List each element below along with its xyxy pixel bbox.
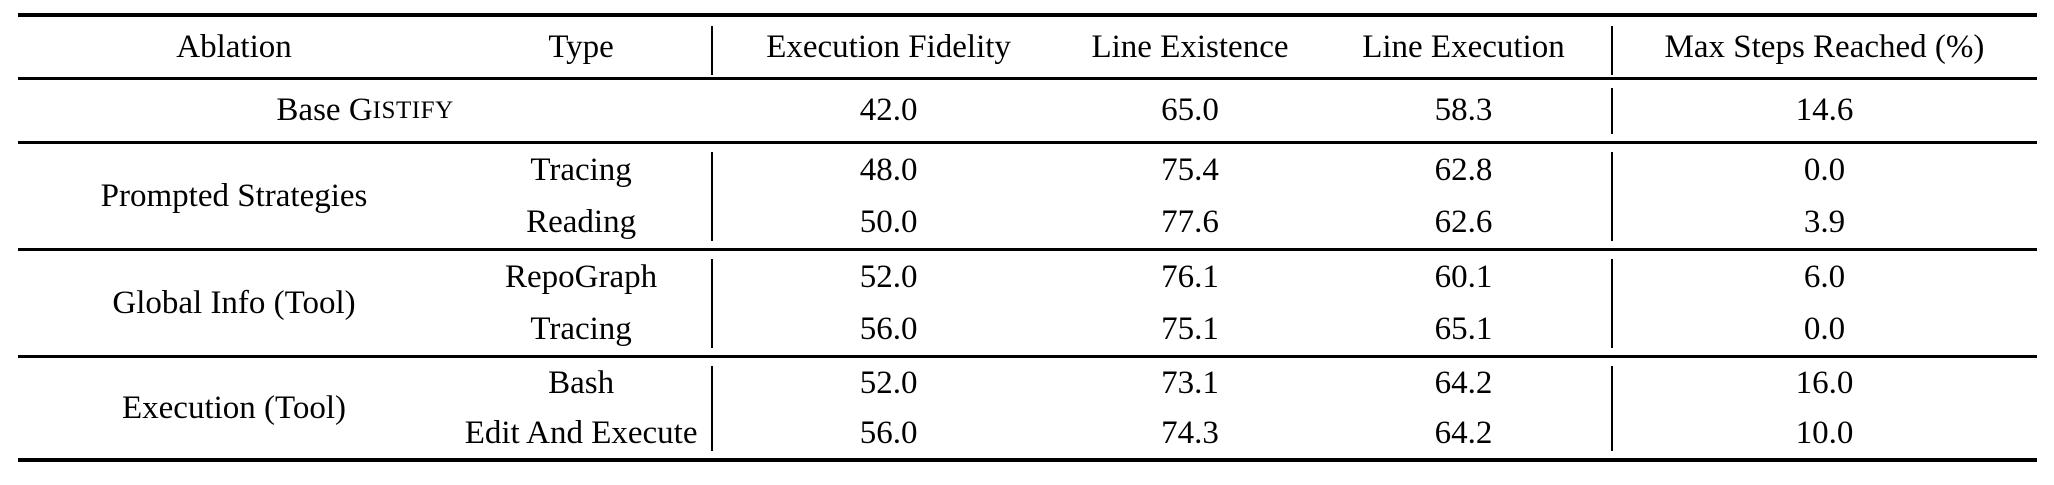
- metric-value: 6.0: [1803, 258, 1846, 295]
- type-cell: Edit And Execute: [464, 414, 698, 451]
- metric-value: 62.8: [1434, 151, 1493, 188]
- header-cell-type: Type: [548, 28, 614, 65]
- ablation-group-label: Prompted Strategies: [100, 177, 368, 214]
- type-cell: Tracing: [530, 310, 632, 347]
- vertical-rule: [1611, 26, 1613, 75]
- metric-value: 60.1: [1434, 258, 1493, 295]
- base-gistify-label: Base G ISTIFY: [18, 94, 712, 127]
- vertical-rule: [711, 152, 714, 241]
- header-cell-max-steps-reached: Max Steps Reached (%): [1664, 28, 1985, 65]
- header-cell-execution-fidelity: Execution Fidelity: [766, 28, 1011, 65]
- metric-value: 52.0: [859, 364, 918, 401]
- header-cell-line-execution: Line Execution: [1362, 28, 1565, 65]
- metric-value: 14.6: [1795, 92, 1854, 128]
- vertical-rule: [1611, 152, 1613, 241]
- ablation-results-table: Ablation Type Execution Fidelity Line Ex…: [18, 13, 2037, 462]
- metric-value: 52.0: [859, 258, 918, 295]
- metric-value: 0.0: [1803, 310, 1846, 347]
- vertical-rule: [711, 366, 714, 451]
- metric-value: 10.0: [1795, 414, 1854, 451]
- base-label-smallcaps: ISTIFY: [372, 96, 454, 124]
- metric-value: 64.2: [1434, 414, 1493, 451]
- ablation-group-label: Global Info (Tool): [112, 284, 356, 321]
- metric-value: 77.6: [1161, 203, 1219, 240]
- type-cell: Bash: [548, 364, 615, 401]
- metric-value: 48.0: [859, 151, 918, 188]
- vertical-rule: [711, 26, 714, 75]
- metric-value: 16.0: [1795, 364, 1854, 401]
- section-global-info-tool: Global Info (Tool) RepoGraph 52.0 76.1 6…: [18, 251, 2037, 358]
- table-header-row: Ablation Type Execution Fidelity Line Ex…: [18, 17, 2037, 80]
- header-cell-ablation: Ablation: [176, 28, 292, 65]
- vertical-rule: [1611, 88, 1613, 134]
- metric-value: 76.1: [1161, 258, 1219, 295]
- metric-value: 65.0: [1161, 92, 1219, 128]
- metric-value: 73.1: [1161, 364, 1219, 401]
- header-cell-line-existence: Line Existence: [1091, 28, 1289, 65]
- metric-value: 75.1: [1161, 310, 1219, 347]
- vertical-rule: [1611, 259, 1613, 348]
- metric-value: 56.0: [859, 310, 918, 347]
- metric-value: 42.0: [859, 92, 918, 128]
- metric-value: 0.0: [1803, 151, 1846, 188]
- type-cell: Tracing: [530, 151, 632, 188]
- vertical-rule: [1611, 366, 1613, 451]
- section-prompted-strategies: Prompted Strategies Tracing 48.0 75.4 62…: [18, 144, 2037, 251]
- metric-value: 64.2: [1434, 364, 1493, 401]
- metric-value: 75.4: [1161, 151, 1219, 188]
- type-cell: Reading: [526, 203, 637, 240]
- metric-value: 50.0: [859, 203, 918, 240]
- vertical-rule: [711, 259, 714, 348]
- section-execution-tool: Execution (Tool) Bash 52.0 73.1 64.2 16.…: [18, 358, 2037, 458]
- metric-value: 56.0: [859, 414, 918, 451]
- metric-value: 58.3: [1434, 92, 1493, 128]
- base-gistify-row: Base G ISTIFY 42.0 65.0 58.3 14.6: [18, 80, 2037, 144]
- metric-value: 62.6: [1434, 203, 1493, 240]
- metric-value: 3.9: [1803, 203, 1846, 240]
- metric-value: 74.3: [1161, 414, 1219, 451]
- base-label-prefix: Base G: [276, 92, 373, 128]
- ablation-group-label: Execution (Tool): [122, 389, 347, 426]
- metric-value: 65.1: [1434, 310, 1493, 347]
- type-cell: RepoGraph: [505, 258, 658, 295]
